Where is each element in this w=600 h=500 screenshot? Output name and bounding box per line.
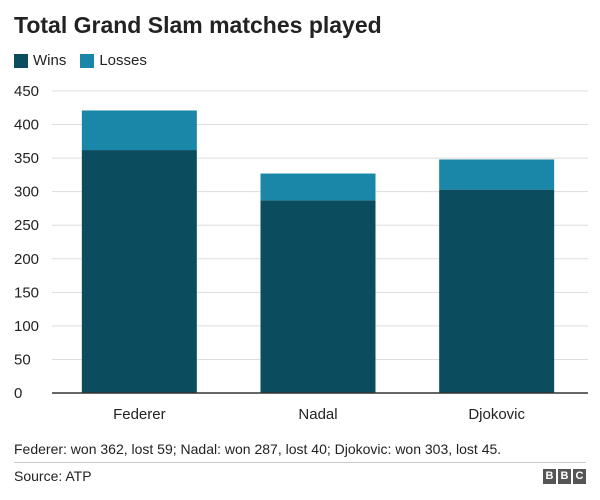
- legend-swatch-losses: [80, 53, 95, 68]
- legend-item-losses: Losses: [80, 52, 147, 69]
- y-tick-label: 350: [14, 150, 39, 167]
- chart-footnote: Federer: won 362, lost 59; Nadal: won 28…: [14, 441, 502, 457]
- chart-legend: Wins Losses: [14, 52, 161, 69]
- bbc-logo-block: B: [558, 469, 571, 484]
- x-tick-label: Federer: [113, 406, 166, 423]
- bar-losses-djokovic: [439, 159, 555, 190]
- y-tick-label: 400: [14, 117, 39, 134]
- y-tick-label: 250: [14, 217, 39, 234]
- stacked-bar-chart: 0 50 100 150 200 250 300 350 400 450 Federer Nadal D…: [14, 83, 588, 423]
- bbc-logo-block: B: [543, 469, 556, 484]
- legend-label-losses: Losses: [99, 52, 147, 69]
- bar-wins-djokovic: [439, 189, 555, 393]
- chart-source: Source: ATP: [14, 468, 92, 484]
- bar-losses-federer: [81, 110, 197, 151]
- bar-wins-federer: [81, 150, 197, 393]
- bbc-logo-block: C: [573, 469, 586, 484]
- y-tick-label: 150: [14, 284, 39, 301]
- bar-losses-nadal: [260, 173, 376, 201]
- legend-swatch-wins: [14, 53, 28, 68]
- x-tick-label: Djokovic: [468, 406, 525, 423]
- y-tick-label: 200: [14, 251, 39, 268]
- y-tick-label: 300: [14, 184, 39, 201]
- legend-label-wins: Wins: [33, 52, 67, 69]
- bbc-logo: B B C: [541, 469, 586, 484]
- footer-divider: [14, 462, 586, 463]
- chart-title: Total Grand Slam matches played: [14, 12, 382, 38]
- y-tick-label: 0: [14, 385, 22, 402]
- y-tick-label: 100: [14, 318, 39, 335]
- x-tick-label: Nadal: [298, 406, 337, 423]
- y-tick-label: 50: [14, 351, 31, 368]
- legend-item-wins: Wins: [14, 52, 66, 69]
- bar-wins-nadal: [260, 200, 376, 393]
- y-tick-label: 450: [14, 83, 39, 100]
